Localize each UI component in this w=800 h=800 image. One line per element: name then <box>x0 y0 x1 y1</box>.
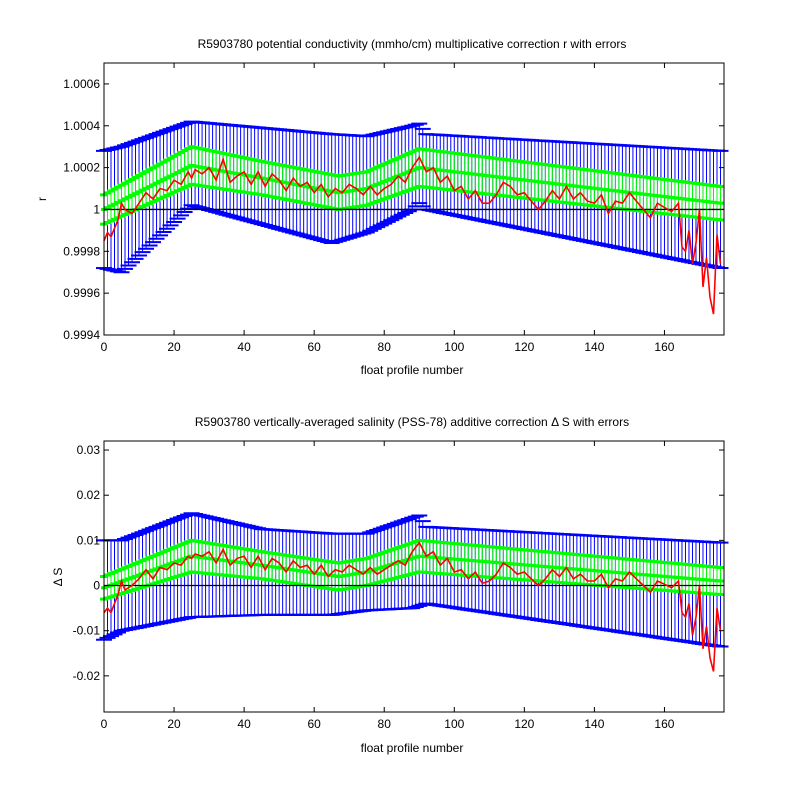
y-axis-label: r <box>35 197 49 201</box>
axes-frame <box>103 440 725 713</box>
x-tick-label: 0 <box>101 340 108 354</box>
y-tick-label: 0 <box>93 579 100 593</box>
x-tick-label: 20 <box>167 717 181 731</box>
x-axis-label: float profile number <box>361 363 464 377</box>
x-tick-label: 20 <box>167 340 181 354</box>
x-tick-label: 120 <box>514 717 534 731</box>
x-tick-label: 140 <box>584 340 604 354</box>
chart-title: R5903780 vertically-averaged salinity (P… <box>195 415 629 429</box>
x-tick-label: 80 <box>378 717 392 731</box>
x-tick-label: 40 <box>237 340 251 354</box>
correction-line <box>103 541 722 672</box>
x-tick-label: 100 <box>444 717 464 731</box>
y-tick-label: 1 <box>93 202 100 216</box>
axes-frame <box>103 62 725 336</box>
x-tick-label: 160 <box>654 340 674 354</box>
axis-ticks: 0 20 40 60 80 100 120 140 160 0.9994 0.9996 0.9998 1… <box>63 63 724 354</box>
error-bars <box>96 512 729 648</box>
x-axis-label: float profile number <box>361 741 464 755</box>
plot-area <box>96 512 729 672</box>
y-tick-label: -0.02 <box>73 669 101 683</box>
axis-ticks: 0 20 40 60 80 100 120 140 160 -0.02 -0.01 0 0.01 0.02… <box>73 441 724 731</box>
x-tick-label: 60 <box>307 340 321 354</box>
x-tick-label: 160 <box>654 717 674 731</box>
x-tick-label: 0 <box>101 717 108 731</box>
y-tick-label: 0.9994 <box>63 328 100 342</box>
conductivity-correction-panel: R5903780 potential conductivity (mmho/cm… <box>35 37 729 377</box>
x-tick-label: 40 <box>237 717 251 731</box>
y-tick-label: 0.03 <box>77 443 101 457</box>
x-tick-label: 60 <box>307 717 321 731</box>
y-axis-label: Δ S <box>51 568 65 587</box>
y-tick-label: 1.0004 <box>63 119 100 133</box>
fit-band <box>100 145 725 226</box>
chart-title: R5903780 potential conductivity (mmho/cm… <box>198 37 627 51</box>
salinity-correction-panel: R5903780 vertically-averaged salinity (P… <box>51 415 729 755</box>
plot-area <box>96 120 729 315</box>
fit-band <box>100 538 725 601</box>
y-tick-label: 0.02 <box>77 488 101 502</box>
x-tick-label: 80 <box>378 340 392 354</box>
y-tick-label: 1.0006 <box>63 77 100 91</box>
x-tick-label: 120 <box>514 340 534 354</box>
y-tick-label: -0.01 <box>73 624 101 638</box>
x-tick-label: 100 <box>444 340 464 354</box>
y-tick-label: 0.9998 <box>63 244 100 258</box>
y-tick-label: 0.01 <box>77 533 101 547</box>
y-tick-label: 0.9996 <box>63 286 100 300</box>
x-tick-label: 140 <box>584 717 604 731</box>
y-tick-label: 1.0002 <box>63 161 100 175</box>
correction-line <box>103 155 722 315</box>
